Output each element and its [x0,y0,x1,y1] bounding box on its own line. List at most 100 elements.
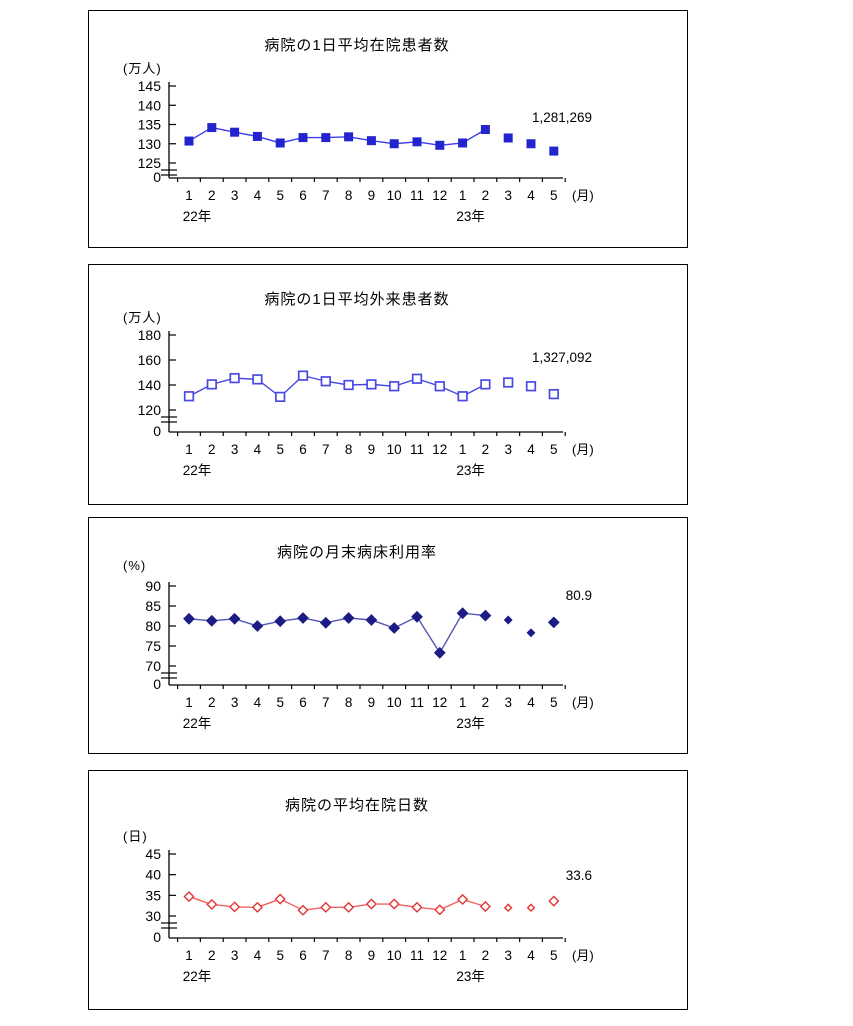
month-label: 6 [299,695,307,710]
data-point [526,139,536,149]
month-label: 5 [550,442,558,457]
data-point [321,133,331,143]
data-point [411,901,423,913]
data-point [548,388,559,400]
month-label: 4 [254,695,262,710]
data-point [480,379,491,390]
data-point [275,391,286,403]
month-label: 6 [299,188,307,203]
data-point [252,374,263,385]
month-label: 11 [410,948,424,963]
data-point [479,609,492,622]
data-point [344,132,354,142]
month-axis-unit-label: (月) [572,188,594,203]
data-point [183,612,195,625]
month-label: 5 [276,442,284,457]
data-point [388,898,400,910]
y-axis-tick-label: 140 [138,377,162,393]
data-point [275,138,285,148]
data-point [274,893,286,905]
chart-panel-bed-occupancy: 病院の月末病床利用率 (%) 80.9 70 75 80 85 90 0 1 2 3 4 5 6 7 8 9… [88,517,688,754]
data-point [457,893,469,906]
month-label: 2 [482,695,490,710]
data-point [319,616,332,629]
data-point [503,615,513,625]
y-axis-tick-label: 160 [138,352,162,368]
data-point [526,903,536,913]
latest-value-annotation: 1,327,092 [531,350,592,365]
month-label: 5 [550,695,558,710]
month-label: 4 [254,188,262,203]
month-label: 5 [550,188,558,203]
y-axis-unit-label: (日) [123,829,148,844]
data-point [230,127,240,137]
month-label: 3 [504,442,512,457]
year-label: 22年 [183,463,212,478]
month-label: 3 [504,695,512,710]
y-axis-origin-label: 0 [153,169,161,185]
y-axis-tick-label: 90 [145,578,161,594]
month-label: 11 [410,188,424,203]
month-label: 7 [322,948,330,963]
month-label: 3 [231,695,239,710]
month-label: 10 [387,695,402,710]
year-label: 23年 [456,209,485,224]
month-label: 10 [387,442,402,457]
y-axis-tick-label: 135 [138,117,162,133]
data-point [183,391,195,402]
month-label: 9 [368,948,376,963]
month-label: 10 [387,188,402,203]
data-point [503,133,513,143]
data-point [389,139,399,149]
latest-value-annotation: 80.9 [565,588,592,603]
month-label: 7 [322,695,330,710]
y-axis-tick-label: 120 [138,402,162,418]
data-point [297,370,309,381]
y-axis-tick-label: 30 [145,908,161,924]
data-point [184,136,194,146]
month-axis-unit-label: (月) [572,948,594,963]
month-label: 3 [231,188,239,203]
data-point [457,391,468,402]
data-point [343,379,354,391]
year-label: 22年 [183,969,212,984]
data-point [366,379,377,390]
data-point [549,146,559,156]
month-label: 1 [459,442,467,457]
y-axis-tick-label: 40 [145,867,161,883]
month-label: 1 [459,948,467,963]
data-point [456,607,469,620]
y-axis-origin-label: 0 [153,929,161,945]
data-point [342,612,355,624]
month-label: 2 [482,948,490,963]
y-axis-tick-label: 70 [145,658,161,674]
month-label: 4 [527,695,535,710]
month-label: 3 [504,948,512,963]
data-point [251,620,264,632]
y-axis-unit-label: (万人) [123,310,162,325]
month-label: 5 [276,188,284,203]
month-label: 7 [322,442,330,457]
chart-title: 病院の月末病床利用率 [276,544,437,561]
data-point [183,890,195,903]
chart-title: 病院の1日平均外来患者数 [264,291,450,308]
data-point [320,901,332,913]
month-label: 5 [276,948,284,963]
data-point [411,610,423,623]
data-point [547,616,560,629]
month-label: 8 [345,188,353,203]
data-point [412,137,422,147]
y-axis-tick-label: 130 [138,136,162,152]
data-point [297,612,309,624]
month-label: 2 [208,695,216,710]
month-label: 11 [410,442,424,457]
data-point [434,381,445,392]
data-point [503,377,514,388]
y-axis-tick-label: 140 [138,97,162,113]
year-label: 22年 [183,716,212,731]
